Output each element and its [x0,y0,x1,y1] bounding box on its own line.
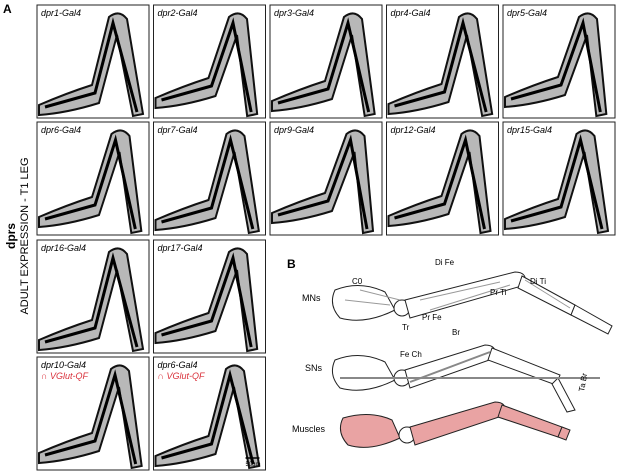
tile-label: dpr10-Gal4 [41,360,86,370]
leg-image [504,129,610,235]
annotation: Pr Fe [422,313,442,322]
annotation: Br [452,328,460,337]
tile-label: dpr16-Gal4 [41,243,86,253]
tile-label: dpr3-Gal4 [274,8,314,18]
panel-subtitle: ADULT EXPRESSION - T1 LEG [19,157,31,314]
image-tile: dpr10-Gal4∩ VGlut-QF [36,356,150,471]
scale-label: 50um [246,462,261,468]
leg-image [504,12,608,118]
annotation: Di Fe [435,258,455,267]
image-tile: dpr6-Gal4 [36,121,150,236]
tile-label: dpr15-Gal4 [507,125,552,135]
leg-muscles [339,401,571,448]
leg-detail [510,134,604,230]
image-tile: dpr9-Gal4 [269,121,383,236]
leg-detail [161,17,253,113]
image-tile: dpr12-Gal4 [386,121,499,236]
annotation: Pr Ti [490,288,507,297]
leg-image [38,364,143,470]
leg-image [154,129,260,235]
tile-label: dpr7-Gal4 [158,125,198,135]
tile-label: dpr12-Gal4 [391,125,436,135]
image-tile: dpr5-Gal4 [502,4,616,119]
annotation: Di Ti [530,277,546,286]
row-label: SNs [305,363,323,373]
tile-label-intersect: ∩ VGlut-QF [158,371,205,381]
tile-label: dpr1-Gal4 [41,8,81,18]
leg-detail [394,134,486,230]
image-tile: dpr2-Gal4 [153,4,266,119]
leg-image [387,129,492,235]
leg-detail [44,17,139,113]
row-label: Muscles [292,424,326,434]
annotation: Tr [402,323,410,332]
image-tile: dpr15-Gal4 [502,121,616,236]
leg-image [154,12,259,118]
annotation: C0 [352,277,363,286]
tile-label: dpr6-Gal4 [158,360,198,370]
image-tile: dpr3-Gal4 [269,4,383,119]
leg-image [154,247,259,353]
image-tile: dpr17-Gal4 [153,239,266,354]
image-tile: dpr16-Gal4 [36,239,150,354]
tile-label: dpr4-Gal4 [391,8,431,18]
leg-image [271,12,376,118]
tile-label: dpr2-Gal4 [158,8,198,18]
leg-detail [161,252,253,348]
leg-detail [161,369,255,465]
leg-detail [277,134,369,230]
tile-label: dpr9-Gal4 [274,125,314,135]
image-tile: dpr6-Gal4∩ VGlut-QF 50um [153,356,266,471]
leg-mns [331,271,613,335]
leg-detail [510,17,602,113]
panel-label: A [3,2,12,16]
tile-label-intersect: ∩ VGlut-QF [41,371,88,381]
tile-label: dpr17-Gal4 [158,243,203,253]
tile-label: dpr5-Gal4 [507,8,547,18]
leg-sns [331,344,600,413]
leg-detail [394,17,488,113]
leg-detail [44,134,137,230]
leg-detail [277,17,371,113]
panel-title: dprs [4,223,18,249]
image-tile: dpr4-Gal4 [386,4,499,119]
leg-detail [161,134,255,230]
row-label: MNs [302,293,321,303]
leg-detail [44,252,139,348]
leg-detail [44,369,138,465]
leg-image [271,129,375,235]
diagram: B MNs C0 Di Fe Di Ti Pr Ti [287,257,613,448]
annotation: Fe Ch [400,350,422,359]
panel-label: B [287,257,296,271]
image-tile: dpr1-Gal4 [36,4,150,119]
leg-image [38,129,143,235]
tile-grid: dpr1-Gal4 dpr2-Gal4 dpr3-Gal4 dpr4-Gal4 dpr5… [36,4,616,471]
annotation: Ta Br [577,372,589,392]
image-tile: dpr7-Gal4 [153,121,266,236]
tile-label: dpr6-Gal4 [41,125,81,135]
